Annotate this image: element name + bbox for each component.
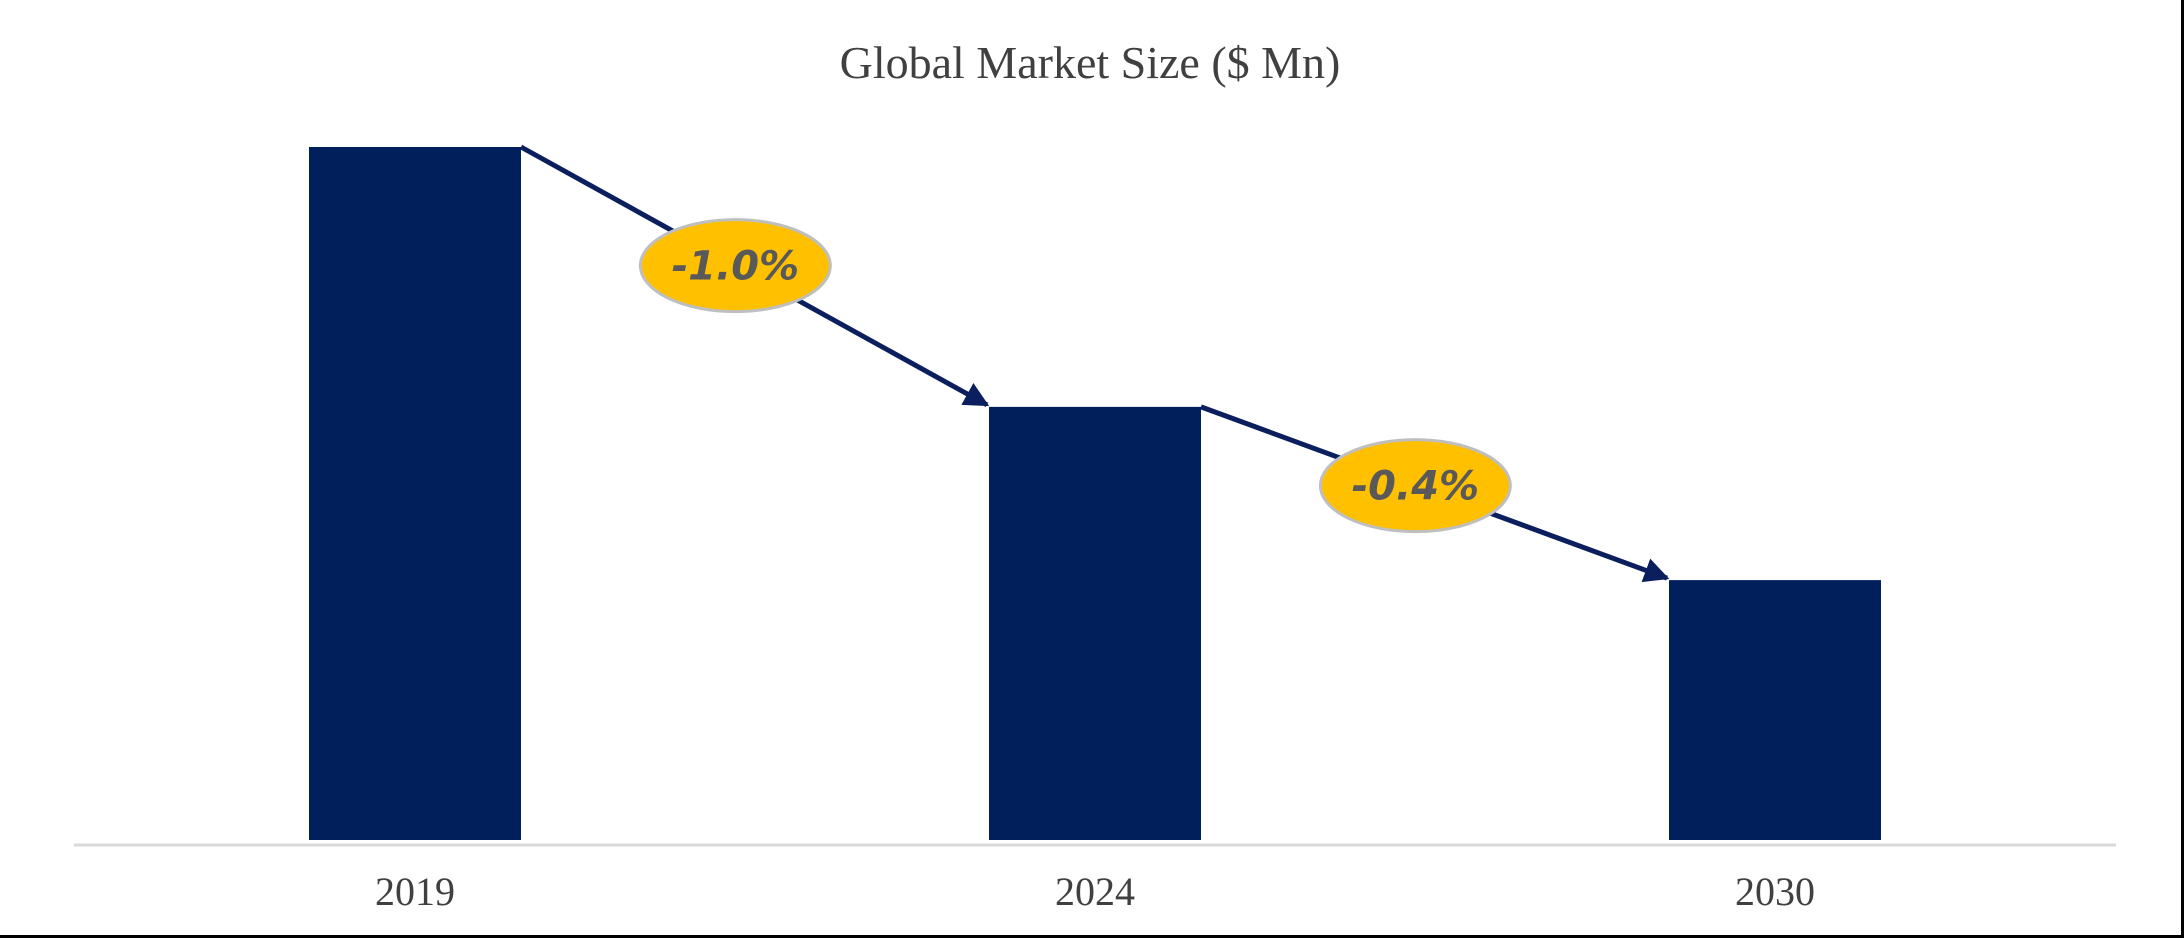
x-tick-label: 2030 (1735, 869, 1815, 914)
arrows-layer: -1.0% -0.4% (519, 144, 1670, 583)
cagr-badge (1318, 438, 1512, 534)
cagr-badge (638, 218, 832, 314)
bar-2030 (1669, 580, 1881, 840)
bar-2024 (989, 406, 1201, 840)
bars-layer (309, 147, 1881, 840)
x-tick-label: 2019 (375, 869, 455, 914)
x-tick-label: 2024 (1055, 869, 1135, 914)
chart-title: Global Market Size ($ Mn) (840, 37, 1341, 88)
bar-2019 (309, 147, 521, 840)
cagr-label: -1.0% (672, 244, 800, 290)
cagr-label: -0.4% (1352, 464, 1480, 510)
x-tick-labels: 2019 2024 2030 (375, 869, 1815, 914)
